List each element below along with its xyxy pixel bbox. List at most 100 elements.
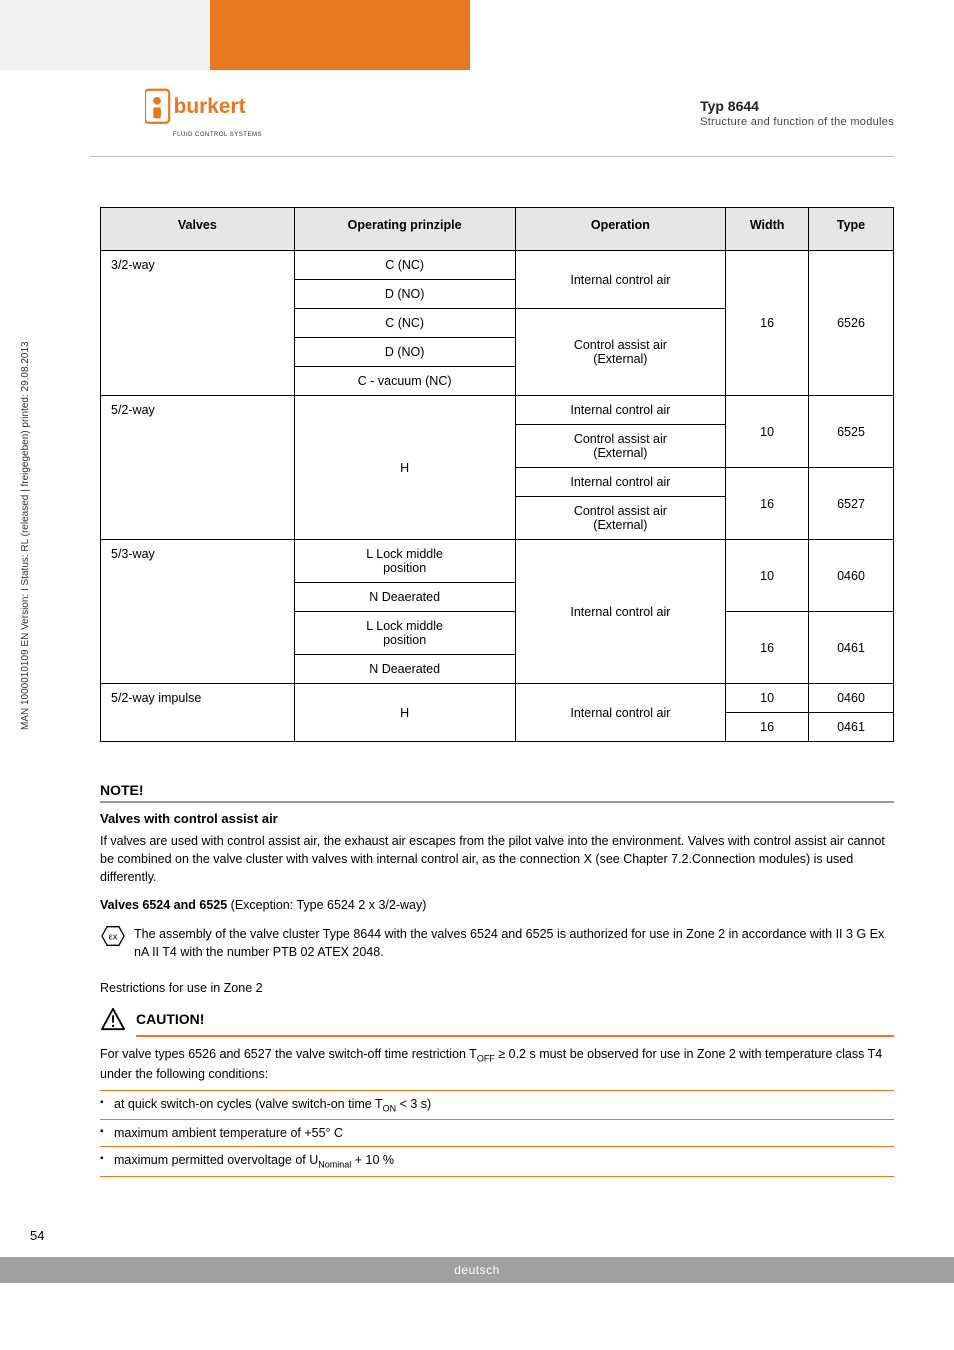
table-row: 5/2-way impulse H Internal control air 1…	[101, 684, 894, 713]
b1a: at quick switch-on cycles (valve switch-…	[114, 1097, 383, 1111]
cell-op: C (NC)	[294, 251, 515, 280]
cell-op: D (NO)	[294, 338, 515, 367]
op-line1: L Lock middle	[366, 547, 443, 561]
b3b: + 10 %	[351, 1153, 394, 1167]
cell-op: C (NC)	[294, 309, 515, 338]
b1b: < 3 s)	[396, 1097, 431, 1111]
caution-bullets: at quick switch-on cycles (valve switch-…	[100, 1090, 894, 1177]
footer-language: deutsch	[454, 1263, 500, 1277]
oper-line1: Control assist air	[574, 432, 667, 446]
cell-oper: Control assist air(External)	[515, 497, 726, 540]
orange-block	[210, 0, 470, 70]
note-paragraph: If valves are used with control assist a…	[100, 832, 894, 886]
header-row: burkert FLUID CONTROL SYSTEMS Typ 8644 S…	[0, 70, 954, 148]
type-number: Typ 8644	[700, 98, 894, 114]
side-print-info: MAN 1000010109 EN Version: I Status: RL …	[20, 341, 31, 730]
svg-text:burkert: burkert	[174, 95, 246, 118]
svg-text:εx: εx	[109, 931, 118, 941]
oper-line2: (External)	[593, 446, 647, 460]
table-header-row: Valves Operating prinziple Operation Wid…	[101, 208, 894, 251]
cell-op: L Lock middleposition	[294, 540, 515, 583]
gray-block	[0, 0, 210, 70]
cell-valves: 3/2-way	[101, 251, 295, 396]
note-rule	[100, 801, 894, 803]
cell-oper: Internal control air	[515, 468, 726, 497]
bullet-item: at quick switch-on cycles (valve switch-…	[100, 1090, 894, 1120]
oper-line2: (External)	[593, 518, 647, 532]
table-row: 3/2-way C (NC) Internal control air 16 6…	[101, 251, 894, 280]
cell-op: C - vacuum (NC)	[294, 367, 515, 396]
cell-type: 0461	[809, 713, 894, 742]
cell-oper: Internal control air	[515, 540, 726, 684]
header-right: Typ 8644 Structure and function of the m…	[700, 98, 894, 128]
cell-width: 10	[726, 396, 809, 468]
cell-oper: Control assist air(External)	[515, 309, 726, 396]
cell-width: 10	[726, 684, 809, 713]
sub-off: OFF	[477, 1053, 495, 1063]
cell-op: D (NO)	[294, 280, 515, 309]
valves-exception: (Exception: Type 6524 2 x 3/2-way)	[227, 898, 426, 912]
cell-op: N Deaerated	[294, 583, 515, 612]
valve-table: Valves Operating prinziple Operation Wid…	[100, 207, 894, 742]
caution-block: CAUTION! For valve types 6526 and 6527 t…	[100, 1007, 894, 1177]
caution-text-a: For valve types 6526 and 6527 the valve …	[100, 1047, 477, 1061]
cell-valves: 5/2-way impulse	[101, 684, 295, 742]
sub-nominal: Nominal	[318, 1160, 351, 1170]
cell-oper: Internal control air	[515, 684, 726, 742]
th-operating: Operating prinziple	[294, 208, 515, 251]
restrictions-text: Restrictions for use in Zone 2	[100, 979, 894, 997]
cell-width: 16	[726, 251, 809, 396]
ex-hexagon-icon: εx	[100, 925, 126, 947]
cell-valves: 5/3-way	[101, 540, 295, 684]
cell-type: 0461	[809, 612, 894, 684]
th-operation: Operation	[515, 208, 726, 251]
th-width: Width	[726, 208, 809, 251]
th-type: Type	[809, 208, 894, 251]
op-line2: position	[383, 633, 426, 647]
cell-oper: Internal control air	[515, 396, 726, 425]
footer-band: deutsch	[0, 1257, 954, 1283]
op-line1: L Lock middle	[366, 619, 443, 633]
cell-op: N Deaerated	[294, 655, 515, 684]
oper-line1: Control assist air	[574, 338, 667, 352]
cell-type: 0460	[809, 684, 894, 713]
logo-subtitle: FLUID CONTROL SYSTEMS	[173, 132, 262, 138]
oper-line2: (External)	[593, 352, 647, 366]
cell-width: 16	[726, 468, 809, 540]
th-valves: Valves	[101, 208, 295, 251]
sub-on: ON	[383, 1103, 397, 1113]
note-title: NOTE!	[100, 782, 894, 801]
cell-width: 10	[726, 540, 809, 612]
bullet-item: maximum ambient temperature of +55° C	[100, 1119, 894, 1146]
table-row: 5/2-way H Internal control air 10 6525	[101, 396, 894, 425]
main-content: Valves Operating prinziple Operation Wid…	[0, 157, 954, 1177]
cell-width: 16	[726, 612, 809, 684]
cell-type: 6527	[809, 468, 894, 540]
caution-rule	[136, 1035, 894, 1037]
op-line2: position	[383, 561, 426, 575]
valves-bold: Valves 6524 and 6525	[100, 898, 227, 912]
caution-paragraph: For valve types 6526 and 6527 the valve …	[100, 1045, 894, 1084]
burkert-logo-icon: burkert	[145, 88, 255, 130]
ex-paragraph: The assembly of the valve cluster Type 8…	[134, 925, 894, 961]
cell-type: 6525	[809, 396, 894, 468]
cell-width: 16	[726, 713, 809, 742]
cell-oper: Control assist air(External)	[515, 425, 726, 468]
cell-op: H	[294, 684, 515, 742]
cell-op: L Lock middleposition	[294, 612, 515, 655]
bullet-item: maximum permitted overvoltage of UNomina…	[100, 1146, 894, 1176]
page-number: 54	[30, 1228, 44, 1243]
top-color-band	[0, 0, 954, 70]
ex-row: εx The assembly of the valve cluster Typ…	[100, 925, 894, 961]
band-spacer	[470, 0, 954, 70]
cell-valves: 5/2-way	[101, 396, 295, 540]
note-paragraph: Valves 6524 and 6525 (Exception: Type 65…	[100, 896, 894, 914]
note-subtitle: Valves with control assist air	[100, 811, 894, 826]
header-subtitle: Structure and function of the modules	[700, 116, 894, 128]
caution-head: CAUTION!	[100, 1007, 894, 1031]
logo-block: burkert FLUID CONTROL SYSTEMS	[145, 88, 262, 138]
b3a: maximum permitted overvoltage of U	[114, 1153, 318, 1167]
cell-oper: Internal control air	[515, 251, 726, 309]
cell-op: H	[294, 396, 515, 540]
table-row: 5/3-way L Lock middleposition Internal c…	[101, 540, 894, 583]
